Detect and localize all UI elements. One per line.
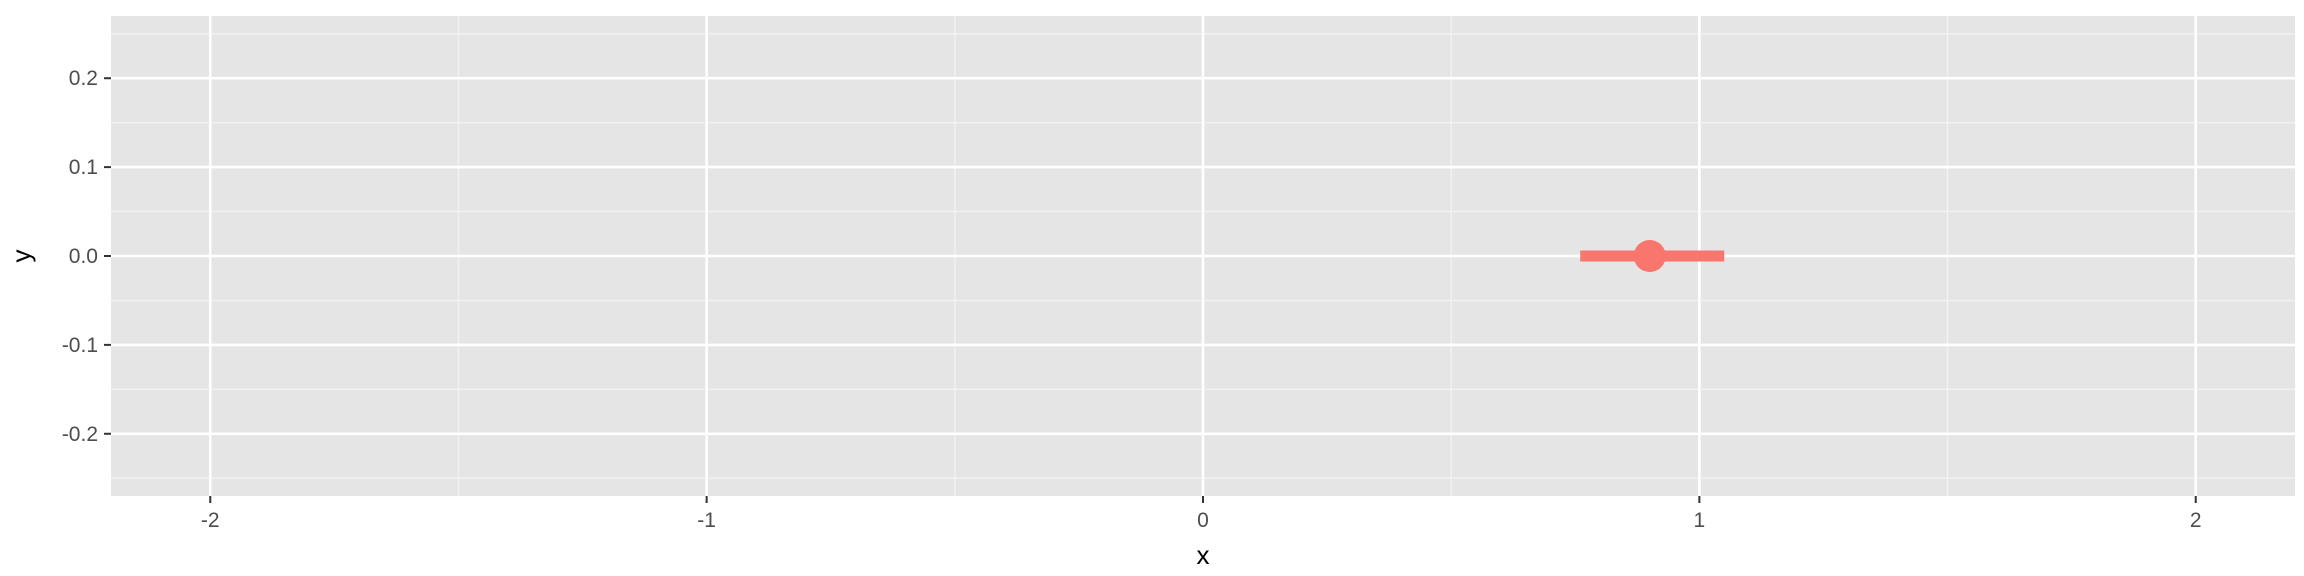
y-tick-label: 0.2 [69, 67, 98, 90]
x-tick-label: -1 [697, 509, 716, 532]
x-tick-label: 2 [2190, 509, 2202, 532]
y-tick-label: -0.2 [62, 423, 98, 446]
x-tick-label: 1 [1694, 509, 1706, 532]
x-axis-title: x [1197, 540, 1210, 570]
x-tick-label: 0 [1197, 509, 1209, 532]
y-tick-label: -0.1 [62, 334, 98, 357]
data-point [1633, 240, 1666, 272]
y-tick-label: 0.1 [69, 156, 98, 179]
x-tick-label: -2 [201, 509, 220, 532]
y-axis-title: y [6, 250, 36, 263]
y-tick-label: 0.0 [69, 245, 98, 268]
